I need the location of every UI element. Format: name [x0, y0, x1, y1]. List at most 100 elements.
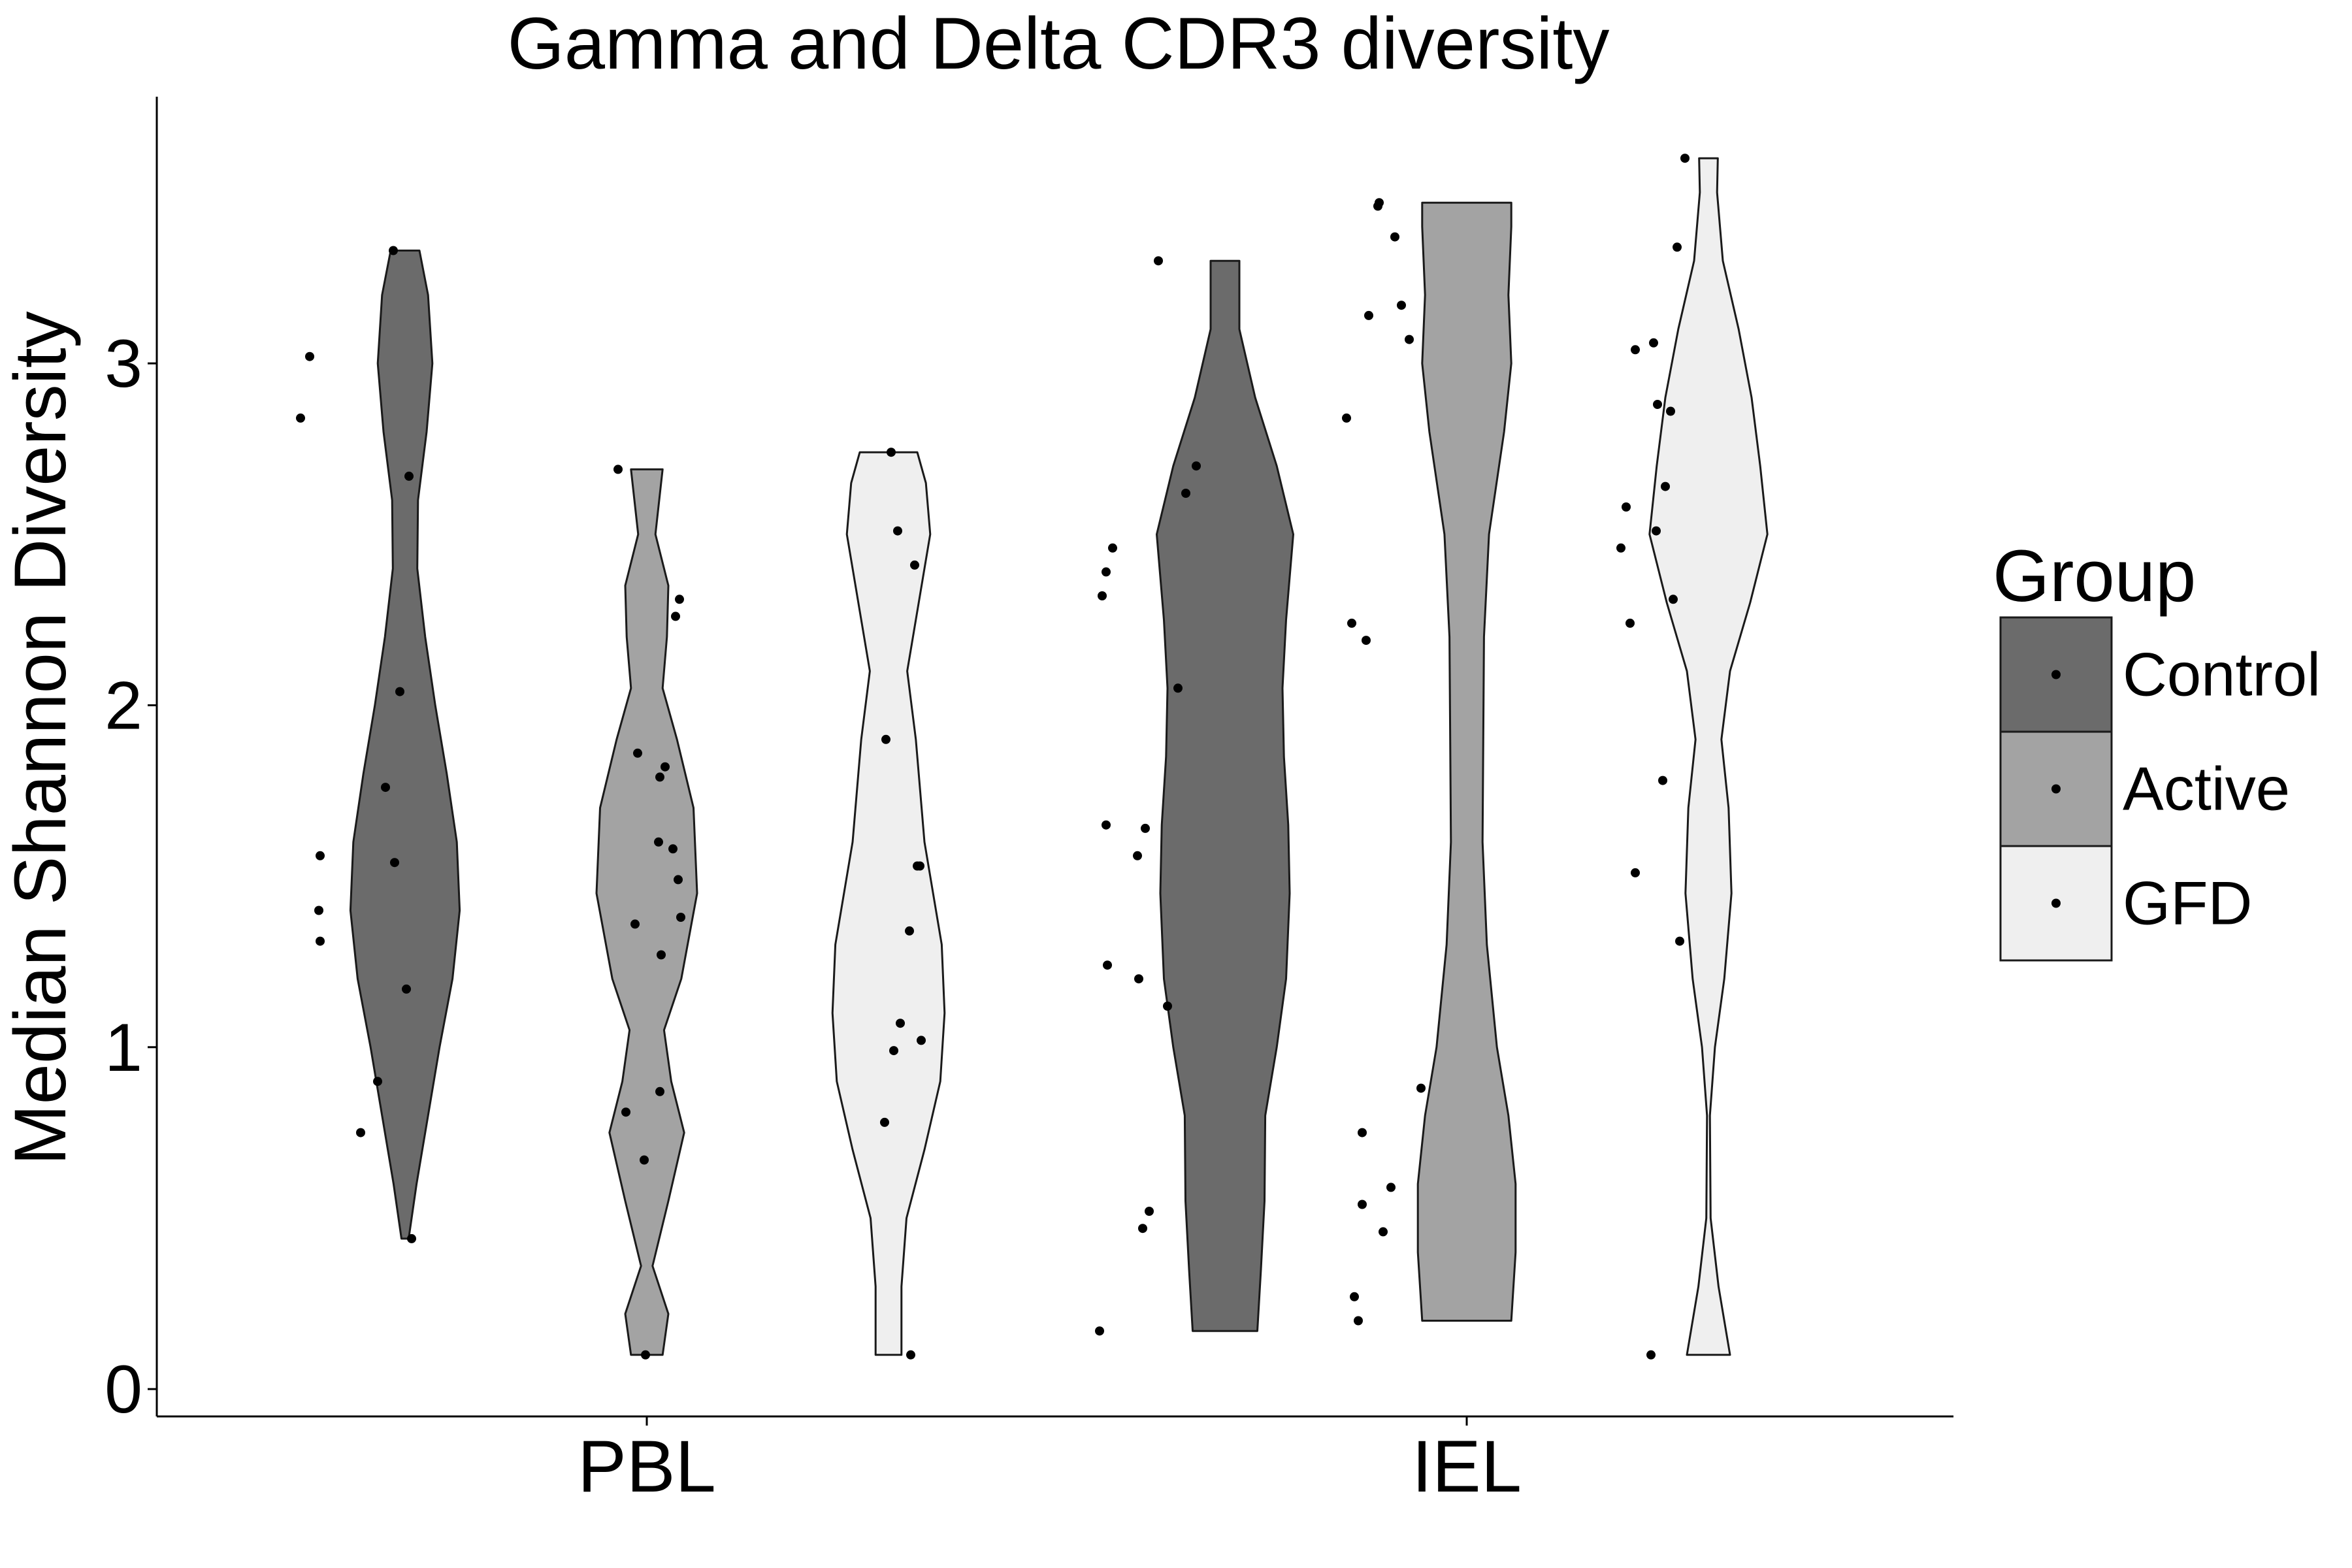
data-point-control-pbl: [296, 413, 305, 423]
data-point-gfd-iel: [1658, 776, 1667, 785]
y-tick-label: 2: [105, 668, 142, 744]
data-point-gfd-iel: [1625, 618, 1635, 628]
data-point-active-iel: [1362, 636, 1371, 645]
data-point-gfd-iel: [1666, 406, 1675, 416]
data-point-gfd-iel: [1680, 154, 1690, 163]
data-point-control-iel: [1181, 489, 1190, 498]
data-point-gfd-iel: [1616, 543, 1625, 553]
data-point-gfd-pbl: [917, 1036, 926, 1045]
data-point-gfd-iel: [1631, 345, 1640, 355]
data-point-control-pbl: [381, 783, 390, 792]
data-point-control-iel: [1098, 591, 1107, 600]
data-point-active-pbl: [630, 919, 640, 929]
data-point-active-iel: [1358, 1128, 1367, 1137]
x-axis: PBL IEL: [157, 1415, 1953, 1507]
data-point-control-pbl: [316, 851, 325, 860]
data-point-active-pbl: [621, 1107, 630, 1117]
data-point-control-iel: [1173, 683, 1183, 693]
data-point-active-pbl: [657, 950, 666, 960]
data-point-control-iel: [1102, 820, 1111, 830]
data-point-gfd-iel: [1652, 526, 1661, 536]
data-point-active-pbl: [671, 612, 680, 621]
x-tick-label: PBL: [578, 1426, 716, 1507]
data-point-active-iel: [1397, 301, 1406, 310]
legend-label-active: Active: [2123, 755, 2290, 823]
data-point-active-iel: [1379, 1227, 1388, 1237]
data-point-control-pbl: [305, 351, 314, 361]
data-point-control-iel: [1154, 256, 1163, 266]
data-point-gfd-pbl: [887, 448, 896, 457]
data-point-control-pbl: [402, 984, 411, 994]
y-tick-label: 1: [105, 1010, 142, 1086]
data-point-gfd-iel: [1622, 502, 1631, 512]
data-point-control-pbl: [404, 471, 414, 481]
data-point-gfd-iel: [1649, 338, 1658, 348]
data-point-active-pbl: [640, 1155, 649, 1165]
data-point-active-iel: [1386, 1183, 1396, 1192]
violin-control-iel: [1156, 259, 1294, 1332]
data-point-gfd-iel: [1673, 242, 1682, 252]
data-point-active-iel: [1342, 413, 1351, 423]
data-point-control-pbl: [373, 1077, 382, 1086]
data-point-control-iel: [1103, 960, 1112, 970]
data-point-control-iel: [1192, 461, 1201, 471]
data-point-gfd-iel: [1646, 1350, 1656, 1360]
data-point-control-iel: [1133, 851, 1142, 860]
data-point-gfd-pbl: [881, 734, 890, 744]
data-point-gfd-pbl: [906, 1350, 915, 1360]
data-point-control-pbl: [316, 936, 325, 946]
data-point-control-iel: [1145, 1207, 1154, 1216]
legend-label-control: Control: [2123, 640, 2321, 709]
legend-key-point: [2051, 898, 2061, 908]
data-point-active-iel: [1390, 232, 1399, 242]
data-point-active-iel: [1416, 1083, 1426, 1093]
data-point-active-pbl: [661, 762, 670, 772]
data-point-active-iel: [1358, 1200, 1367, 1209]
data-point-gfd-pbl: [910, 560, 919, 570]
legend-key-point: [2051, 670, 2061, 679]
y-axis: 0 1 2 3: [105, 97, 158, 1428]
data-point-control-pbl: [389, 246, 398, 255]
data-point-gfd-iel: [1631, 868, 1640, 877]
violin-active-iel: [1416, 201, 1517, 1322]
y-tick-label: 0: [105, 1352, 142, 1428]
data-point-active-pbl: [674, 875, 683, 885]
violin-gfd-iel: [1648, 157, 1769, 1356]
data-point-gfd-pbl: [905, 926, 914, 936]
data-point-active-iel: [1364, 310, 1373, 320]
data-point-active-iel: [1405, 335, 1414, 344]
data-point-control-pbl: [395, 687, 404, 696]
data-point-control-pbl: [407, 1233, 416, 1243]
data-point-control-pbl: [356, 1128, 365, 1137]
data-point-gfd-pbl: [889, 1046, 898, 1056]
data-point-gfd-iel: [1661, 482, 1670, 491]
data-point-control-iel: [1095, 1326, 1104, 1336]
data-point-control-pbl: [314, 906, 323, 915]
data-point-active-pbl: [654, 837, 663, 847]
plot-area: [296, 154, 1769, 1360]
data-point-gfd-pbl: [893, 526, 902, 536]
data-point-active-pbl: [676, 913, 685, 922]
violin-control-pbl: [349, 250, 461, 1240]
data-point-gfd-pbl: [896, 1019, 905, 1028]
data-point-control-iel: [1108, 543, 1117, 553]
legend-label-gfd: GFD: [2123, 869, 2252, 938]
data-point-control-iel: [1138, 1224, 1147, 1233]
data-point-gfd-pbl: [915, 861, 924, 871]
data-point-active-pbl: [655, 772, 664, 782]
data-point-control-iel: [1134, 974, 1143, 984]
data-point-active-iel: [1350, 1292, 1359, 1301]
data-point-active-pbl: [641, 1350, 650, 1360]
data-point-control-pbl: [390, 858, 399, 868]
data-point-active-pbl: [633, 748, 642, 758]
data-point-gfd-pbl: [880, 1117, 889, 1127]
data-point-gfd-iel: [1653, 400, 1662, 409]
data-point-control-iel: [1102, 567, 1111, 577]
data-point-active-pbl: [655, 1086, 664, 1096]
y-axis-title: Median Shannon Diversity: [0, 311, 81, 1165]
data-point-active-iel: [1347, 618, 1356, 628]
data-point-gfd-iel: [1675, 936, 1684, 946]
data-point-gfd-iel: [1669, 595, 1678, 604]
data-point-active-iel: [1354, 1316, 1363, 1326]
data-point-active-pbl: [675, 595, 684, 604]
